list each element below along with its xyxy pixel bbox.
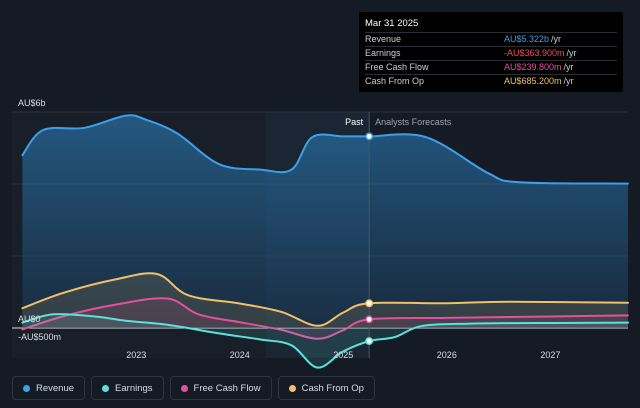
past-label: Past [345,117,364,127]
series-line-earnings [21,313,629,369]
tooltip-label: Cash From Op [365,76,425,86]
y-tick-label: AU$0 [18,314,41,324]
tooltip-unit: /yr [563,76,574,86]
tooltip-value: AU$239.800m [504,62,562,72]
legend-label: Cash From Op [301,382,364,394]
legend-label: Revenue [36,382,75,394]
tooltip-row-revenue: Revenue AU$5.322b /yr [365,32,617,46]
tooltip-value: AU$5.322b [504,34,550,44]
tooltip-label: Earnings [365,48,401,58]
marker-free-cash-flow [365,315,374,324]
marker-cash-from-op [365,299,374,308]
series-line-free-cash-flow [21,297,629,340]
x-tick-label: 2027 [540,350,560,360]
legend-label: Earnings [115,382,153,394]
tooltip-row-free-cash-flow: Free Cash Flow AU$239.800m /yr [365,60,617,74]
tooltip-row-earnings: Earnings -AU$363.900m /yr [365,46,617,60]
tooltip-label: Free Cash Flow [365,62,429,72]
legend-dot-icon [180,384,188,392]
marker-earnings [365,337,374,346]
tooltip-value: -AU$363.900m [504,48,565,58]
tooltip-unit: /yr [566,48,577,58]
series-line-cash-from-op [21,272,629,327]
legend-dot-icon [102,384,110,392]
legend: Revenue Earnings Free Cash Flow Cash Fro… [12,376,375,400]
series-area-revenue [22,115,628,328]
tooltip-unit: /yr [551,34,562,44]
legend-item-cash-from-op[interactable]: Cash From Op [277,376,375,400]
legend-dot-icon [23,384,30,392]
series-line-revenue [21,114,629,185]
legend-item-earnings[interactable]: Earnings [91,376,164,400]
x-tick-label: 2026 [437,350,457,360]
y-tick-label: -AU$500m [18,332,61,342]
x-tick-label: 2025 [333,350,353,360]
x-tick-label: 2024 [230,350,250,360]
legend-item-revenue[interactable]: Revenue [12,376,86,400]
forecast-label: Analysts Forecasts [375,117,452,127]
tooltip: Mar 31 2025 Revenue AU$5.322b /yr Earnin… [359,12,623,92]
y-tick-label: AU$6b [18,98,46,108]
tooltip-value: AU$685.200m [504,76,562,86]
tooltip-unit: /yr [563,62,574,72]
legend-item-free-cash-flow[interactable]: Free Cash Flow [169,376,272,400]
tooltip-row-cash-from-op: Cash From Op AU$685.200m /yr [365,74,617,88]
tooltip-title: Mar 31 2025 [365,18,419,29]
series-area-earnings [22,314,628,368]
tooltip-label: Revenue [365,34,402,44]
marker-revenue [365,132,374,141]
legend-label: Free Cash Flow [193,382,261,394]
x-tick-label: 2023 [126,350,146,360]
series-area-free-cash-flow [22,298,628,339]
legend-dot-icon [288,384,296,392]
